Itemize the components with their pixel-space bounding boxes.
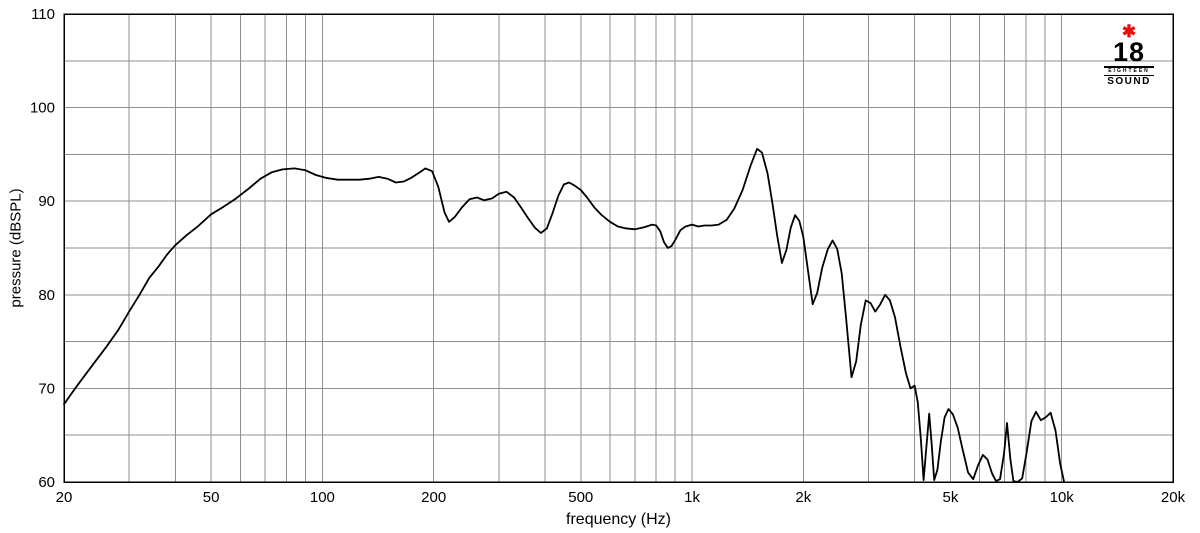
tick-label: 100 [310, 489, 335, 506]
tick-label: 50 [203, 489, 220, 506]
tick-label: 80 [38, 287, 55, 304]
x-axis-tick-labels: 20 50 100 200 500 1k 2k 5k 10k 20k [56, 489, 1186, 506]
tick-label: 20k [1161, 489, 1186, 506]
tick-label: 60 [38, 474, 55, 491]
tick-label: 500 [568, 489, 593, 506]
eighteen-sound-logo: ✱ 18 EIGHTEEN SOUND [1104, 22, 1154, 87]
logo-number: 18 [1104, 39, 1154, 68]
tick-label: 100 [30, 100, 55, 117]
tick-label: 10k [1050, 489, 1075, 506]
tick-label: 2k [795, 489, 811, 506]
response-curve [63, 147, 1065, 483]
tick-label: 20 [56, 489, 73, 506]
plot-frame [63, 13, 1174, 483]
tick-label: 1k [684, 489, 700, 506]
tick-label: 110 [31, 6, 55, 23]
tick-label: 5k [943, 489, 959, 506]
y-axis-tick-labels: 60 70 80 90 100 110 [30, 6, 55, 491]
tick-label: 70 [38, 380, 55, 397]
x-axis-title: frequency (Hz) [566, 511, 671, 528]
y-axis-title: pressure (dBSPL) [7, 188, 25, 308]
logo-star-icon: ✱ [1121, 22, 1137, 41]
logo-brand-eighteen: EIGHTEEN [1104, 68, 1154, 76]
gridlines [63, 13, 1174, 483]
response-curve-line [63, 147, 1065, 483]
tick-label: 200 [421, 489, 446, 506]
logo-brand-sound: SOUND [1107, 76, 1151, 87]
tick-label: 90 [38, 193, 55, 210]
